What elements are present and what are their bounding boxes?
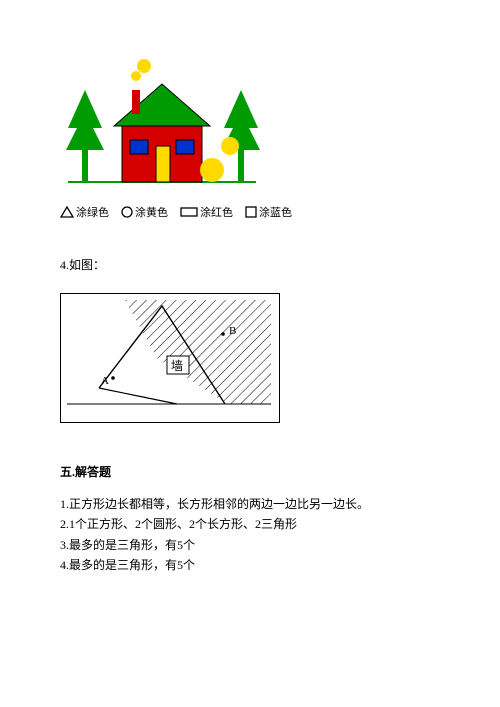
- answer-3: 3.最多的是三角形，有5个: [60, 535, 440, 555]
- answers-block: 1.正方形边长都相等，长方形相邻的两边一边比另一边长。 2.1个正方形、2个圆形…: [60, 494, 440, 576]
- wall-label-text: 墙: [171, 359, 183, 373]
- point-b-label: B: [229, 325, 236, 337]
- triangle-icon: [60, 206, 74, 218]
- wall-figure-frame: A B 墙: [60, 293, 280, 423]
- legend-circle-label: 涂黄色: [135, 204, 168, 220]
- house-illustration: [60, 40, 260, 200]
- wall-illustration: A B 墙: [67, 300, 271, 420]
- circle-icon: [121, 206, 133, 218]
- legend-rect-label: 涂红色: [200, 204, 233, 220]
- answer-2: 2.1个正方形、2个圆形、2个长方形、2三角形: [60, 514, 440, 534]
- square-icon: [245, 206, 257, 218]
- section-5-title: 五.解答题: [60, 463, 440, 480]
- answer-1: 1.正方形边长都相等，长方形相邻的两边一边比另一边长。: [60, 494, 440, 514]
- legend-square: 涂蓝色: [245, 204, 292, 220]
- legend-triangle: 涂绿色: [60, 204, 109, 220]
- rectangle-icon: [180, 207, 198, 217]
- legend-circle: 涂黄色: [121, 204, 168, 220]
- question-4: 4.如图： A: [60, 256, 440, 427]
- legend-square-label: 涂蓝色: [259, 204, 292, 220]
- answer-4: 4.最多的是三角形，有5个: [60, 555, 440, 575]
- legend-triangle-label: 涂绿色: [76, 204, 109, 220]
- legend-row: 涂绿色 涂黄色 涂红色 涂蓝色: [60, 204, 440, 220]
- question-4-label: 4.如图：: [60, 256, 440, 273]
- point-a-label: A: [101, 375, 109, 387]
- legend-rect: 涂红色: [180, 204, 233, 220]
- house-figure: 涂绿色 涂黄色 涂红色 涂蓝色: [60, 40, 440, 220]
